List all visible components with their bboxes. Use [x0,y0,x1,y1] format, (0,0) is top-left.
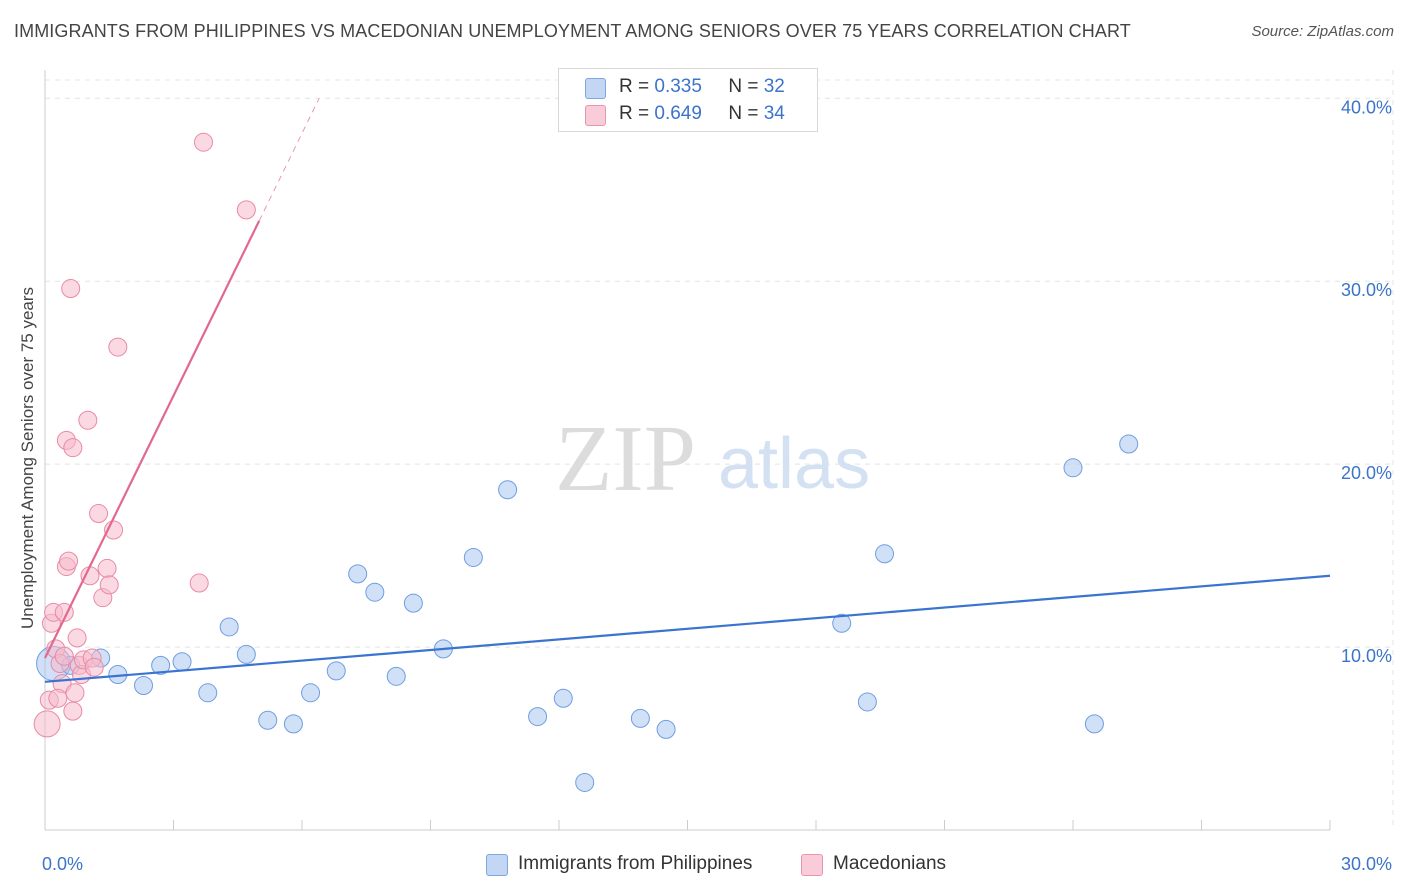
y-tick-labels: 10.0% 20.0% 30.0% 40.0% [1341,97,1392,666]
series-1-point-13[interactable] [63,438,83,458]
series-0-point-12[interactable] [326,661,346,681]
watermark-atlas: atlas [718,424,870,504]
chart-title: IMMIGRANTS FROM PHILIPPINES VS MACEDONIA… [14,21,1131,41]
watermark: ZIP atlas [555,407,870,511]
legend-philippines-swatch [486,854,508,876]
series-1-point-26[interactable] [99,575,119,595]
macedonians-n-value: 34 [763,103,785,124]
series-0-point-28[interactable] [1063,458,1083,478]
series-1-trendline [44,220,261,659]
series-0-point-22[interactable] [575,772,595,792]
philippines-swatch [585,78,606,99]
x-tick-labels: 0.0% 30.0% [42,854,1392,874]
series-0-point-26[interactable] [875,544,895,564]
series-0-point-7[interactable] [219,617,239,637]
series-0-point-14[interactable] [365,582,385,602]
series-0-point-16[interactable] [403,593,423,613]
series-0-point-23[interactable] [630,708,650,728]
stats-legend: R = 0.335 N = 32 R = 0.649 N = 34 [558,68,818,132]
series-0-point-25[interactable] [832,613,852,633]
series-1-point-33[interactable] [54,646,74,666]
y-tick-label-3: 40.0% [1341,97,1392,117]
series-1-point-11[interactable] [61,279,81,299]
y-tick-label-2: 30.0% [1341,280,1392,300]
macedonians-n-label: N = [728,103,759,124]
series-1-point-20[interactable] [80,566,100,586]
legend-macedonians-label: Macedonians [833,853,947,874]
watermark-zip: ZIP [555,407,696,511]
series-1-points [33,132,256,738]
series-0-point-21[interactable] [553,688,573,708]
series-0-point-3[interactable] [134,675,154,695]
series-1-point-15[interactable] [67,628,87,648]
legend-macedonians-swatch [801,854,823,876]
x-tick-label-0: 0.0% [42,854,83,874]
series-1-point-25[interactable] [97,558,117,578]
series-1-trendline-extension [258,98,320,222]
points-layer [33,132,1139,792]
series-0-point-30[interactable] [1119,434,1139,454]
y-tick-label-0: 10.0% [1341,646,1392,666]
series-0-point-24[interactable] [656,719,676,739]
series-0-point-4[interactable] [151,655,171,675]
y-tick-label-1: 20.0% [1341,463,1392,483]
philippines-r-value: 0.335 [654,76,702,97]
gridlines [45,70,1395,830]
series-0-point-29[interactable] [1084,714,1104,734]
series-0-point-10[interactable] [283,714,303,734]
series-1-point-31[interactable] [236,200,256,220]
series-1-point-19[interactable] [78,410,98,430]
series-0-point-9[interactable] [258,710,278,730]
legend-philippines-label: Immigrants from Philippines [518,853,753,874]
series-0-point-15[interactable] [386,666,406,686]
series-0-point-13[interactable] [348,564,368,584]
trend-layer [44,98,1331,683]
series-1-point-32[interactable] [48,688,68,708]
series-0-point-20[interactable] [528,707,548,727]
series-0-trendline [44,574,1331,683]
macedonians-swatch [585,105,606,126]
series-1-point-28[interactable] [108,337,128,357]
series-0-point-5[interactable] [172,652,192,672]
series-0-point-19[interactable] [498,480,518,500]
series-1-point-29[interactable] [189,573,209,593]
philippines-n-value: 32 [763,76,785,97]
chart-source: Source: ZipAtlas.com [1251,23,1394,40]
series-0-point-18[interactable] [463,547,483,567]
series-1-point-22[interactable] [84,657,104,677]
series-1-point-23[interactable] [89,504,109,524]
series-0-point-11[interactable] [301,683,321,703]
series-1-point-12[interactable] [63,701,83,721]
series-1-point-0[interactable] [33,710,61,738]
series-1-point-30[interactable] [193,132,213,152]
philippines-n-label: N = [728,76,759,97]
x-tick-label-1: 30.0% [1341,854,1392,874]
series-1-point-14[interactable] [65,683,85,703]
y-axis-title: Unemployment Among Seniors over 75 years [18,286,37,630]
series-0-point-8[interactable] [236,644,256,664]
macedonians-r-label: R = [619,103,650,124]
series-0-point-27[interactable] [857,692,877,712]
macedonians-r-value: 0.649 [654,103,702,124]
philippines-r-label: R = [619,76,650,97]
series-0-point-6[interactable] [198,683,218,703]
series-1-point-10[interactable] [59,551,79,571]
